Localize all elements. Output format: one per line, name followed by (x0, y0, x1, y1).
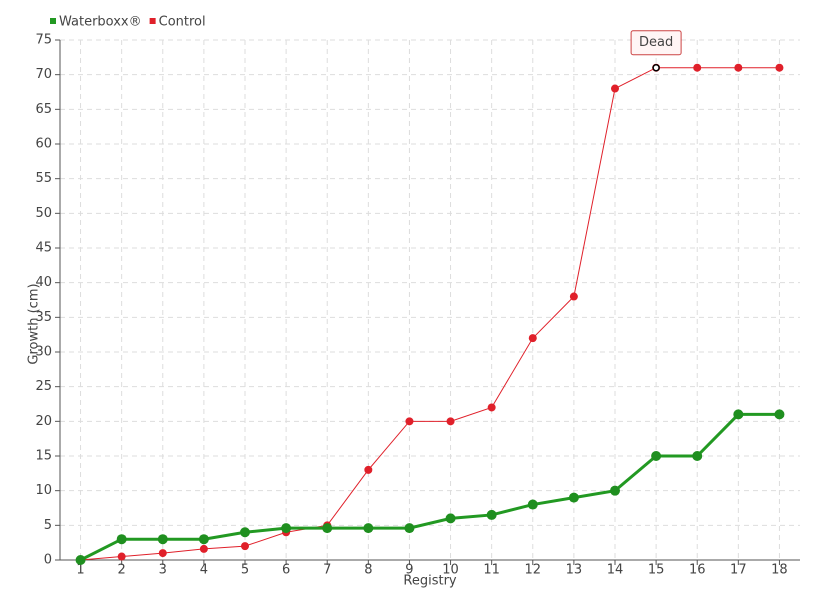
x-tick-label: 3 (159, 563, 167, 578)
annotation-label: Dead (639, 35, 673, 50)
x-tick-label: 14 (607, 563, 624, 578)
data-point (527, 499, 538, 510)
data-point (734, 63, 743, 72)
y-tick-label: 30 (35, 345, 52, 360)
data-point (775, 63, 784, 72)
y-tick-label: 25 (35, 379, 52, 394)
data-point (117, 552, 126, 561)
y-axis-label: Growth (cm) (27, 283, 42, 364)
y-tick-label: 5 (44, 518, 52, 533)
x-tick-label: 6 (282, 563, 290, 578)
x-tick-label: 18 (771, 563, 788, 578)
x-tick-label: 9 (405, 563, 413, 578)
data-point (568, 492, 579, 503)
y-tick-label: 20 (35, 414, 52, 429)
y-tick-label: 0 (44, 553, 52, 568)
y-tick-label: 65 (35, 102, 52, 117)
x-tick-label: 15 (648, 563, 665, 578)
data-point (611, 84, 619, 93)
data-point (116, 534, 127, 545)
x-tick-label: 13 (566, 563, 583, 578)
x-axis-label: Registry (403, 574, 457, 589)
data-point (610, 485, 620, 496)
y-tick-label: 50 (35, 206, 52, 221)
data-point (198, 534, 209, 545)
y-tick-label: 35 (35, 310, 52, 325)
data-point (651, 451, 662, 461)
data-point (693, 63, 702, 72)
legend-swatch (149, 18, 156, 24)
data-point (487, 403, 496, 412)
series-line (79, 412, 780, 562)
annotation-marker (652, 63, 660, 72)
y-tick-label: 40 (35, 275, 52, 290)
x-tick-label: 16 (689, 563, 706, 578)
x-tick-label: 10 (442, 563, 459, 578)
data-point (405, 417, 414, 426)
data-point (692, 451, 703, 461)
data-point (75, 555, 86, 565)
x-tick-label: 7 (323, 563, 331, 578)
data-point (240, 527, 250, 538)
data-point (774, 409, 785, 420)
data-point (364, 465, 373, 474)
y-tick-label: 55 (35, 171, 52, 186)
series-line (80, 67, 780, 561)
data-point (445, 513, 456, 524)
data-point (528, 334, 537, 343)
y-tick-label: 70 (35, 67, 52, 82)
data-point (157, 534, 168, 545)
x-tick-label: 11 (483, 563, 500, 578)
data-point (446, 417, 455, 426)
legend-label: Control (159, 15, 206, 30)
data-point (199, 544, 208, 553)
data-point (281, 523, 292, 534)
legend-label: Waterboxx® (59, 15, 142, 30)
data-point (569, 292, 578, 301)
annotation-box (630, 30, 682, 56)
data-point (404, 523, 415, 534)
x-tick-label: 8 (364, 563, 372, 578)
data-point (486, 509, 497, 520)
x-tick-label: 1 (76, 563, 84, 578)
x-tick-label: 17 (730, 563, 747, 578)
x-tick-label: 4 (200, 563, 208, 578)
data-point (158, 549, 167, 558)
y-tick-label: 10 (35, 483, 52, 498)
y-tick-label: 60 (35, 137, 52, 152)
x-tick-label: 5 (241, 563, 249, 578)
x-tick-label: 2 (118, 563, 126, 578)
y-tick-label: 75 (35, 33, 52, 48)
y-tick-label: 15 (35, 449, 52, 464)
legend-swatch (50, 18, 56, 24)
data-point (733, 409, 744, 420)
x-tick-label: 12 (525, 563, 542, 578)
y-tick-label: 45 (35, 241, 52, 256)
data-point (322, 523, 333, 534)
data-point (241, 542, 249, 551)
data-point (363, 523, 374, 534)
